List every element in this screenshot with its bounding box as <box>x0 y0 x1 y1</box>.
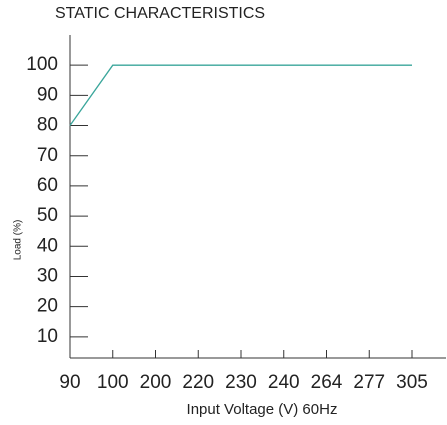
x-tick-label: 240 <box>268 372 300 393</box>
data-line <box>69 64 412 126</box>
x-tick-label: 100 <box>97 372 129 393</box>
x-axis-label: Input Voltage (V) 60Hz <box>187 401 338 418</box>
y-tick-label: 90 <box>37 84 58 105</box>
y-tick-label: 70 <box>37 145 58 166</box>
x-tick-label: 220 <box>182 372 214 393</box>
y-tick-label: 10 <box>37 326 58 347</box>
y-tick-label: 50 <box>37 205 58 226</box>
y-tick-label: 80 <box>37 115 58 136</box>
chart-title: STATIC CHARACTERISTICS <box>55 5 265 22</box>
x-tick-label: 264 <box>311 372 343 393</box>
x-tick-label: 90 <box>59 372 80 393</box>
y-tick-label: 20 <box>37 296 58 317</box>
x-tick-label: 230 <box>225 372 257 393</box>
x-tick-label: 200 <box>140 372 172 393</box>
y-tick-label: 30 <box>37 266 58 287</box>
y-tick-label: 100 <box>26 54 58 75</box>
y-tick-label: 40 <box>37 235 58 256</box>
y-tick-label: 60 <box>37 175 58 196</box>
x-tick-label: 305 <box>396 372 428 393</box>
y-axis-label: Load (%) <box>13 220 24 261</box>
x-tick-label: 277 <box>353 372 385 393</box>
